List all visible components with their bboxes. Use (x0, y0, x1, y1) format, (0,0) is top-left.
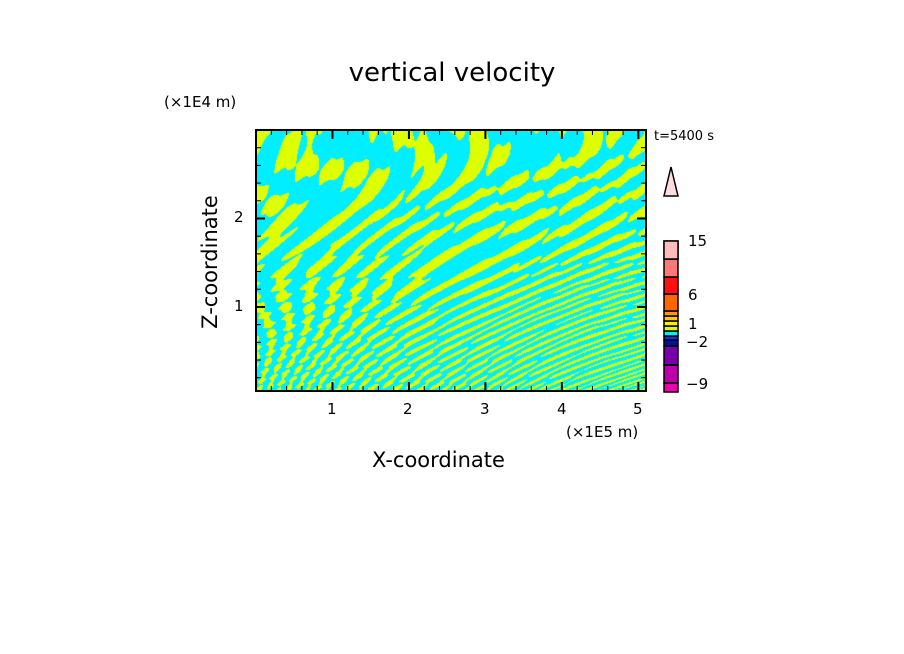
colorbar-segment (663, 382, 679, 393)
y-tick-label: 2 (234, 208, 244, 226)
colorbar-label: 15 (688, 232, 708, 250)
colorbar-label: −9 (686, 375, 709, 393)
colorbar-segment (663, 293, 679, 312)
colorbar-segment (663, 276, 679, 295)
y-tick-label: 1 (234, 297, 244, 315)
colorbar-segment (663, 258, 679, 278)
colorbar-extend-arrow (663, 166, 679, 197)
x-tick-label: 5 (633, 400, 643, 418)
colorbar-label: −2 (686, 333, 709, 351)
y-unit-label: (×1E4 m) (164, 93, 237, 111)
x-axis-label: X-coordinate (372, 448, 505, 472)
plot-frame (255, 129, 647, 392)
time-annotation: t=5400 s (654, 129, 714, 144)
colorbar-segment (663, 364, 679, 384)
chart-title: vertical velocity (348, 58, 556, 88)
x-tick-label: 3 (480, 400, 490, 418)
colorbar-label: 6 (688, 286, 698, 304)
colorbar-label: 1 (688, 315, 698, 333)
colorbar-segment (663, 345, 679, 366)
x-unit-label: (×1E5 m) (566, 423, 639, 441)
x-tick-label: 2 (403, 400, 413, 418)
colorbar-segment (663, 339, 679, 347)
colorbar-segment (663, 240, 679, 260)
velocity-field (256, 130, 646, 391)
x-tick-label: 4 (557, 400, 567, 418)
x-tick-label: 1 (327, 400, 337, 418)
